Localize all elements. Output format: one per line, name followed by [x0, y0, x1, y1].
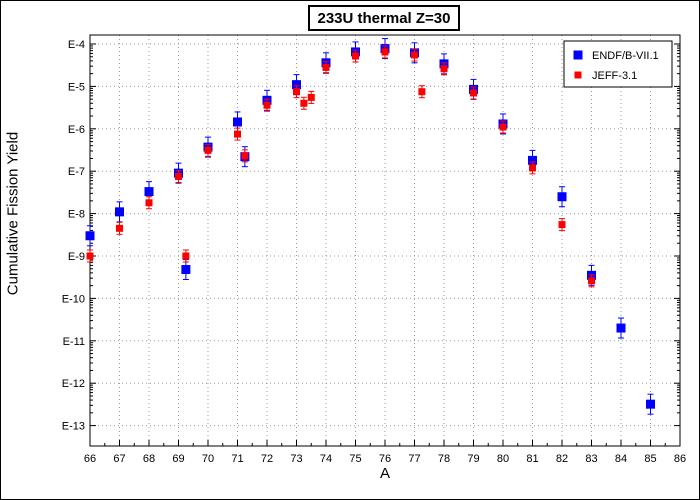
- data-point: [175, 172, 182, 180]
- data-point: [646, 399, 655, 409]
- legend-label: JEFF-3.1: [592, 70, 637, 82]
- data-point: [470, 89, 477, 97]
- data-point: [411, 51, 418, 59]
- x-tick-label: 82: [556, 453, 568, 465]
- data-point: [144, 187, 154, 197]
- x-tick-label: 81: [526, 453, 538, 465]
- x-axis-label: A: [379, 465, 390, 482]
- y-tick-label: E-4: [68, 39, 85, 51]
- x-tick-label: 70: [202, 453, 214, 465]
- y-tick-label: E-11: [63, 336, 85, 348]
- y-tick-label: E-13: [62, 421, 85, 433]
- data-point: [241, 152, 249, 160]
- x-tick-label: 71: [231, 453, 243, 465]
- y-tick-label: E-5: [68, 81, 85, 93]
- legend-label: ENDF/B-VII.1: [592, 50, 659, 62]
- data-point: [182, 252, 190, 260]
- data-point: [181, 265, 191, 275]
- y-tick-label: E-6: [68, 124, 85, 136]
- x-tick-label: 84: [615, 453, 627, 465]
- x-tick-label: 86: [674, 453, 686, 465]
- data-point: [292, 80, 301, 90]
- x-tick-label: 73: [290, 453, 302, 465]
- data-point: [307, 93, 315, 101]
- plot-area: [90, 35, 680, 446]
- legend-box: [563, 40, 673, 88]
- data-point: [616, 323, 626, 333]
- x-tick-label: 76: [379, 453, 391, 465]
- data-point: [322, 63, 330, 71]
- data-point: [204, 146, 212, 154]
- data-point: [418, 88, 426, 96]
- data-point: [116, 224, 123, 232]
- data-point: [85, 231, 95, 241]
- x-tick-label: 75: [349, 453, 361, 465]
- data-point: [588, 277, 595, 285]
- data-point: [440, 65, 448, 73]
- data-point: [529, 164, 536, 172]
- data-point: [300, 99, 308, 107]
- x-tick-label: 66: [84, 453, 96, 465]
- data-point: [233, 117, 242, 127]
- data-point: [381, 48, 389, 56]
- data-point: [557, 192, 567, 202]
- data-point: [352, 52, 359, 60]
- x-tick-label: 79: [467, 453, 479, 465]
- x-tick-label: 74: [320, 453, 332, 465]
- y-axis-label: Cumulative Fission Yield: [4, 131, 22, 296]
- data-point: [499, 123, 507, 131]
- axes: 66 67 68 69 70 71 72 73 74 75 76 77 78 79 80 81 82 83 84 85…: [62, 34, 686, 465]
- data-point: [528, 155, 537, 165]
- data-point: [263, 101, 271, 109]
- legend: ENDF/B-VII.1 JEFF-3.1: [563, 40, 673, 88]
- x-tick-label: 78: [438, 453, 450, 465]
- x-tick-label: 68: [143, 453, 155, 465]
- data-point: [234, 130, 241, 138]
- data-layer: [85, 38, 655, 415]
- x-tick-label: 77: [408, 453, 420, 465]
- data-point: [115, 207, 124, 217]
- x-tick-label: 85: [644, 453, 656, 465]
- chart-title: 233U thermal Z=30: [308, 5, 460, 31]
- x-tick-label: 69: [172, 453, 184, 465]
- series-jeff: [86, 45, 595, 288]
- x-tick-label: 83: [585, 453, 597, 465]
- data-point: [145, 199, 153, 207]
- data-point: [558, 221, 566, 229]
- x-tick-label: 72: [261, 453, 273, 465]
- legend-marker: [574, 71, 582, 79]
- y-tick-label: E-12: [62, 378, 85, 390]
- data-point: [293, 88, 300, 96]
- y-tick-label: E-10: [62, 293, 85, 305]
- x-tick-label: 80: [497, 453, 509, 465]
- y-tick-label: E-7: [68, 166, 85, 178]
- y-tick-label: E-9: [68, 251, 85, 263]
- data-point: [86, 252, 94, 260]
- y-tick-label: E-8: [68, 209, 85, 221]
- legend-marker: [573, 50, 583, 60]
- x-tick-label: 67: [113, 453, 125, 465]
